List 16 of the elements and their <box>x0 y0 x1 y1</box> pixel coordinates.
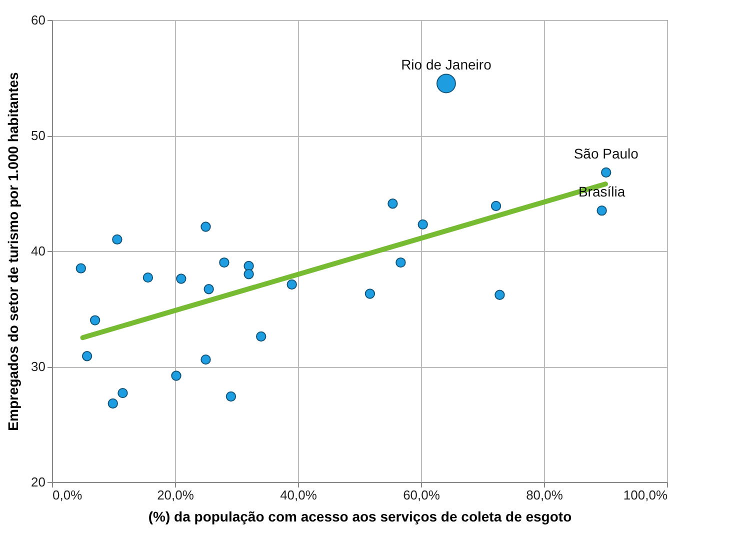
y-axis-title: Empregados do setor de turismo por 1.000 habitantes <box>5 72 22 431</box>
y-tick-label: 60 <box>31 12 46 28</box>
annotation: Rio de Janeiro <box>401 56 492 73</box>
x-tick-label: 20,0% <box>157 488 194 502</box>
annotation: São Paulo <box>574 145 639 162</box>
y-tick-label: 40 <box>31 244 46 258</box>
y-tick-label: 20 <box>31 474 46 490</box>
x-tick-label: 80,0% <box>526 488 564 502</box>
x-tick-label: 40,0% <box>280 488 318 502</box>
x-tick-label: 0,0% <box>52 488 83 502</box>
y-tick-label: 30 <box>31 359 46 374</box>
x-axis-title: (%) da população com acesso aos serviços de coleta de esgoto <box>148 508 572 524</box>
x-tick-label: 100,0% <box>623 488 668 502</box>
y-tick-label: 50 <box>31 128 46 143</box>
x-tick-label: 60,0% <box>403 488 440 502</box>
annotation: Brasília <box>578 184 626 200</box>
